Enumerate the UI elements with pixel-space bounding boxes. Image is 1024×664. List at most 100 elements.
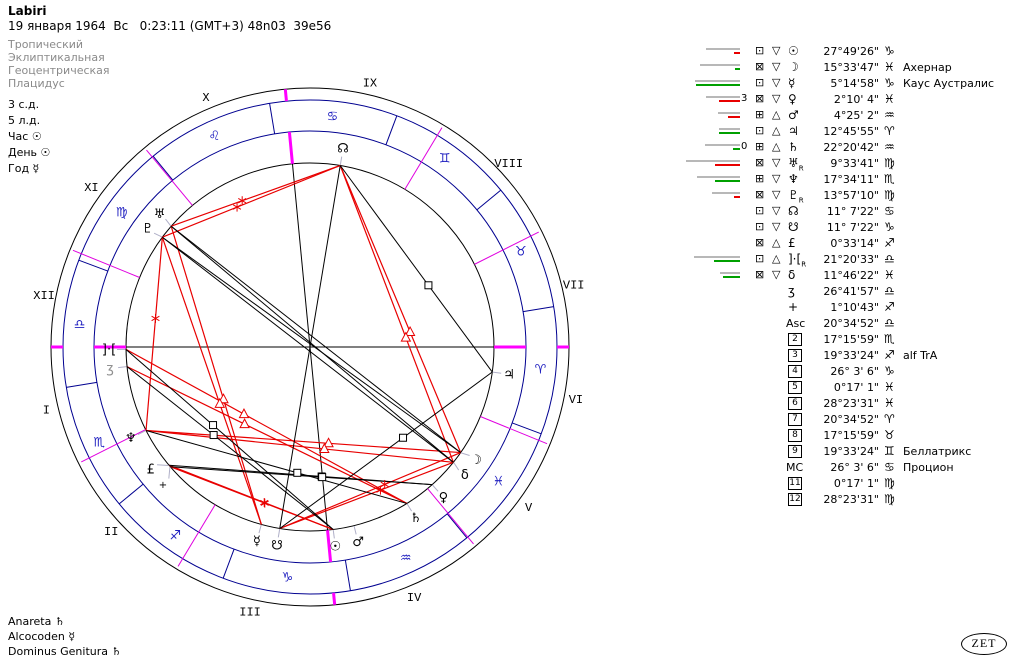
node-glyph-icon: ☊ — [788, 204, 799, 218]
house-number-box: 4 — [788, 365, 802, 378]
wheel-sign-11-icon: ♓ — [492, 475, 504, 490]
harmony-bar — [715, 164, 740, 166]
house-8-numeral: VIII — [494, 157, 523, 171]
zodiac-sign-icon: ♋ — [884, 460, 895, 474]
neptune-glyph-icon: ♆ — [788, 172, 799, 186]
zodiac-sign-icon: ♑ — [884, 76, 895, 90]
dignity-element-icon: ▽ — [772, 220, 781, 233]
table-row-mercury[interactable]: ⊡ ▽ ☿ 5°14'58" ♑ Каус Аустралис — [685, 75, 1024, 91]
pluto-glyph-icon: ♇R — [788, 188, 804, 205]
table-row-house-10[interactable]: MC 26° 3' 6" ♋ Процион — [685, 459, 1024, 475]
dignity-element-icon: ▽ — [772, 156, 781, 169]
table-row-house-2[interactable]: 2 17°15'59" ♏ — [685, 331, 1024, 347]
wheel-sign-5-icon: ♍ — [116, 205, 128, 220]
sun-glyph-icon: ☉ — [788, 44, 799, 58]
dignity-cross-icon: ⊡ — [755, 204, 765, 217]
zet-logo: ZET — [961, 633, 1007, 655]
square-mark-icon — [399, 433, 408, 442]
table-row-sun[interactable]: ⊡ ▽ ☉ 27°49'26" ♑ — [685, 43, 1024, 59]
table-row-house-8[interactable]: 8 17°15'59" ♉ — [685, 427, 1024, 443]
table-row-moon[interactable]: ⊠ ▽ ☽ 15°33'47" ♓ Ахернар — [685, 59, 1024, 75]
table-row-pluto[interactable]: ⊠ ▽ ♇R 13°57'10" ♍ — [685, 187, 1024, 205]
table-row-o16[interactable]: ʒ 26°41'57" ♎ — [685, 283, 1024, 299]
dignity-cross-icon: ⊠ — [755, 92, 765, 105]
wheel-sign-0-icon: ♈ — [535, 363, 547, 378]
table-row-node[interactable]: ⊡ ▽ ☊ 11° 7'22" ♋ — [685, 203, 1024, 219]
harmony-bar — [734, 52, 740, 54]
wheel-moon-icon: ☽ — [470, 453, 482, 468]
house-number-box: 9 — [788, 445, 802, 458]
wheel-jupiter-icon: ♃ — [503, 367, 515, 382]
o15-glyph-icon: δ — [788, 268, 796, 282]
o13-glyph-icon: £ — [788, 236, 796, 250]
option-day-ruler: День ☉ — [8, 146, 51, 159]
harmony-bar — [733, 148, 740, 150]
table-row-o15[interactable]: ⊠ ▽ δ 11°46'22" ♓ — [685, 267, 1024, 283]
table-row-uranus[interactable]: ⊠ ▽ ♅R 9°33'41" ♍ — [685, 155, 1024, 173]
table-row-o13[interactable]: ⊠ △ £0°33'14" ♐ — [685, 235, 1024, 251]
table-row-house-5[interactable]: 5 0°17' 1" ♓ — [685, 379, 1024, 395]
table-row-house-3[interactable]: 3 19°33'24" ♐ alf TrA — [685, 347, 1024, 363]
moon-glyph-icon: ☽ — [788, 60, 799, 74]
longitude-value: 15°33'47" — [823, 61, 879, 74]
longitude-value: 26° 3' 6" — [830, 365, 879, 378]
fixed-star-name: Ахернар — [903, 61, 952, 74]
natal-wheel-chart[interactable]: ♈♉♊♋♌♍♎♏♐♑♒♓IIIIIIIVVVIVIIVIIIIXXXIXII♃☊… — [0, 0, 675, 664]
zodiac-sign-icon: ♓ — [884, 396, 895, 410]
longitude-value: 17°15'59" — [823, 333, 879, 346]
house-number-box: 12 — [788, 493, 802, 506]
table-row-neptune[interactable]: ⊞ ▽ ♆ 17°34'11" ♏ — [685, 171, 1024, 187]
table-row-mars[interactable]: ⊞ △ ♂ 4°25' 2" ♒ — [685, 107, 1024, 123]
zodiac-sign-icon: ♓ — [884, 380, 895, 394]
dignity-element-icon: ▽ — [772, 172, 781, 185]
dignity-element-icon: △ — [772, 236, 781, 249]
zodiac-sign-icon: ♓ — [884, 92, 895, 106]
table-row-house-1[interactable]: Asc 20°34'52" ♎ — [685, 315, 1024, 331]
fixed-star-name: Процион — [903, 461, 954, 474]
zodiac-sign-icon: ♑ — [884, 220, 895, 234]
dignity-cross-icon: ⊞ — [755, 108, 765, 121]
uranus-glyph-icon: ♅R — [788, 156, 804, 173]
table-row-o17[interactable]: +1°10'43" ♐ — [685, 299, 1024, 315]
table-row-house-11[interactable]: 11 0°17' 1" ♍ — [685, 475, 1024, 491]
wheel-snode-icon: ☋ — [271, 538, 283, 553]
zodiac-sign-icon: ♎ — [884, 284, 895, 298]
house-number-box: 5 — [788, 381, 802, 394]
table-row-house-12[interactable]: 12 28°23'31" ♍ — [685, 491, 1024, 507]
longitude-value: 20°34'52" — [823, 413, 879, 426]
wheel-sign-2-icon: ♊ — [439, 152, 451, 167]
table-row-house-6[interactable]: 6 28°23'31" ♓ — [685, 395, 1024, 411]
table-row-house-4[interactable]: 4 26° 3' 6" ♑ — [685, 363, 1024, 379]
zodiac-sign-icon: ♍ — [884, 492, 895, 506]
wheel-sign-4-icon: ♌ — [208, 129, 220, 144]
dignity-cross-icon: ⊡ — [755, 252, 765, 265]
table-row-venus[interactable]: 3 ⊠ ▽ ♀ 2°10' 4" ♓ — [685, 91, 1024, 107]
dignity-element-icon: ▽ — [772, 76, 781, 89]
dignity-cross-icon: ⊠ — [755, 156, 765, 169]
house-4-numeral: IV — [407, 591, 422, 605]
fixed-star-name: alf TrA — [903, 349, 938, 362]
wheel-mercury-icon: ☿ — [253, 534, 261, 549]
table-row-o14[interactable]: ⊡ △]·[R 21°20'33" ♎ — [685, 251, 1024, 268]
house-9-numeral: IX — [363, 77, 377, 91]
table-row-jupiter[interactable]: ⊡ △ ♃ 12°45'55" ♈ — [685, 123, 1024, 139]
harmony-bar — [728, 116, 740, 118]
dignity-cross-icon: ⊡ — [755, 44, 765, 57]
table-row-snode[interactable]: ⊡ ▽ ☋ 11° 7'22" ♑ — [685, 219, 1024, 235]
zodiac-sign-icon: ♑ — [884, 364, 895, 378]
o17-glyph-icon: + — [788, 300, 799, 314]
dignity-element-icon: ▽ — [772, 92, 781, 105]
table-row-house-7[interactable]: 7 20°34'52" ♈ — [685, 411, 1024, 427]
setting-system: Геоцентрическая — [8, 64, 110, 77]
wheel-sun-icon: ☉ — [330, 539, 342, 554]
option-ld: 5 л.д. — [8, 114, 41, 127]
longitude-value: 13°57'10" — [823, 189, 879, 202]
left-options-block: 3 с.д. 5 л.д. Час ☉ День ☉ Год ☿ — [8, 97, 50, 177]
strength-bar — [700, 64, 740, 66]
dignity-element-icon: ▽ — [772, 44, 781, 57]
table-row-saturn[interactable]: 0 ⊞ △ ♄ 22°20'42" ♒ — [685, 139, 1024, 155]
house-5-numeral: V — [525, 501, 533, 515]
dignity-cross-icon: ⊠ — [755, 188, 765, 201]
longitude-value: 0°33'14" — [830, 237, 879, 250]
table-row-house-9[interactable]: 9 19°33'24" ♊ Беллатрикс — [685, 443, 1024, 459]
